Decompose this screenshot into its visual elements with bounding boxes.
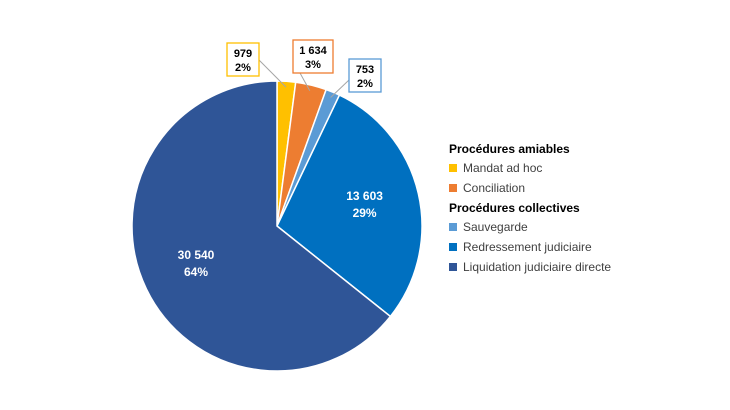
legend-item-conciliation: Conciliation [449,178,611,198]
legend-group-title: Procédures collectives [449,201,580,215]
legend-swatch-sauvegarde [449,223,457,231]
data-label-value-liquidation: 30 540 [178,248,215,262]
callout-box-sauvegarde [348,58,382,93]
legend-swatch-mandat [449,164,457,172]
legend-label-sauvegarde: Sauvegarde [463,220,528,234]
legend-item-liquidation: Liquidation judiciaire directe [449,257,611,277]
legend-group-amiables: Procédures amiables Mandat ad hoc Concil… [449,141,611,198]
data-label-value-sauvegarde: 753 [356,64,374,76]
pie-slice-redressement [276,94,423,318]
legend-swatch-redressement [449,243,457,251]
legend-label-redressement: Redressement judiciaire [463,240,592,254]
data-label-value-redressement: 13 603 [346,189,383,203]
callout-box-conciliation [292,39,334,74]
leader-line-mandat [258,59,287,88]
legend-item-redressement: Redressement judiciaire [449,237,611,257]
legend-label-liquidation: Liquidation judiciaire directe [463,260,612,274]
legend-item-mandat: Mandat ad hoc [449,158,611,178]
legend: Procédures amiables Mandat ad hoc Concil… [449,141,611,277]
legend-group-collectives: Procédures collectives Sauvegarde Redres… [449,200,611,277]
data-label-percent-mandat: 2% [235,62,251,74]
data-label-percent-conciliation: 3% [305,59,321,71]
pie-slice-liquidation [131,80,392,372]
legend-label-conciliation: Conciliation [463,181,526,195]
legend-swatch-liquidation [449,263,457,271]
data-label-percent-liquidation: 64% [184,265,208,279]
callout-box-mandat [226,42,260,77]
data-label-percent-sauvegarde: 2% [357,78,373,90]
legend-label-mandat: Mandat ad hoc [463,161,543,175]
data-label-value-mandat: 979 [234,48,252,60]
legend-swatch-conciliation [449,184,457,192]
leader-line-sauvegarde [330,79,350,98]
leader-line-conciliation [299,72,311,91]
legend-group-title: Procédures amiables [449,142,570,156]
legend-item-sauvegarde: Sauvegarde [449,217,611,237]
data-label-value-conciliation: 1 634 [299,45,327,57]
data-label-percent-redressement: 29% [353,206,377,220]
